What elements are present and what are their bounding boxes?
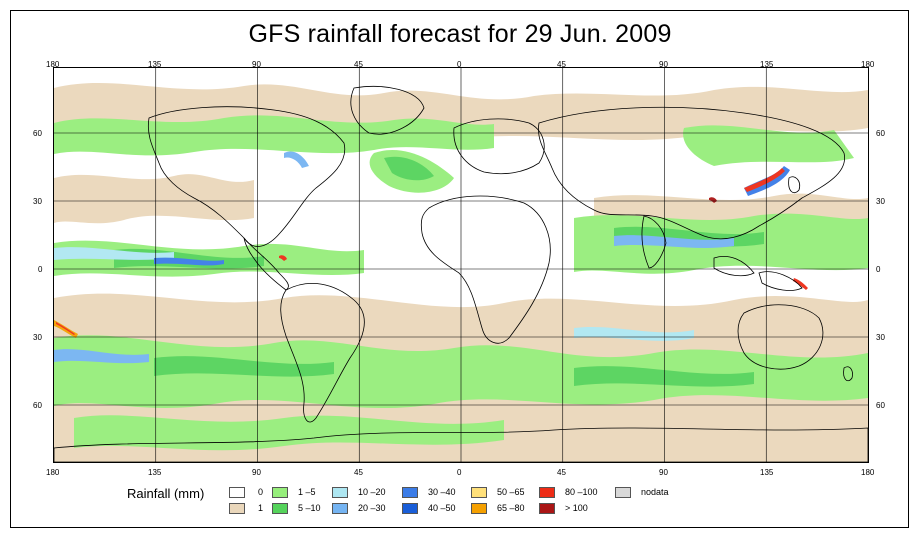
legend-swatch [615, 487, 631, 498]
lat-tick-right: 30 [876, 333, 885, 342]
legend-swatch [402, 487, 418, 498]
lon-tick-top: 45 [557, 60, 566, 69]
lon-tick-bottom: 45 [557, 468, 566, 477]
legend-label: 40 –50 [428, 503, 456, 513]
legend-swatch [471, 487, 487, 498]
legend-swatch [402, 503, 418, 514]
lat-tick-right: 30 [876, 197, 885, 206]
legend-swatch [539, 487, 555, 498]
lon-tick-top: 180 [46, 60, 60, 69]
legend-swatch [272, 503, 288, 514]
legend-label: 10 –20 [358, 487, 386, 497]
lon-tick-top: 135 [760, 60, 774, 69]
lon-tick-bottom: 180 [46, 468, 60, 477]
lat-tick-right: 0 [876, 265, 881, 274]
lat-tick-right: 60 [876, 401, 885, 410]
legend-label: 50 –65 [497, 487, 525, 497]
legend-label: 5 –10 [298, 503, 321, 513]
legend-label: 65 –80 [497, 503, 525, 513]
legend-swatch [229, 503, 245, 514]
lon-tick-top: 180 [861, 60, 875, 69]
lon-tick-bottom: 180 [861, 468, 875, 477]
lon-tick-bottom: 45 [354, 468, 363, 477]
lon-tick-top: 90 [659, 60, 668, 69]
legend-label: nodata [641, 487, 669, 497]
map-title: GFS rainfall forecast for 29 Jun. 2009 [248, 20, 672, 48]
lon-tick-bottom: 135 [148, 468, 162, 477]
legend-label: 30 –40 [428, 487, 456, 497]
rainfall-map-svg [54, 68, 868, 462]
lat-tick-left: 30 [33, 333, 42, 342]
coastlines [54, 86, 868, 462]
lat-tick-left: 60 [33, 401, 42, 410]
lat-tick-left: 60 [33, 129, 42, 138]
lon-tick-bottom: 90 [659, 468, 668, 477]
legend-swatch [332, 503, 348, 514]
legend-label: 1 [258, 503, 264, 513]
lon-tick-top: 0 [457, 60, 462, 69]
legend-label: > 100 [565, 503, 588, 513]
legend-label: 1 –5 [298, 487, 316, 497]
lon-tick-bottom: 90 [252, 468, 261, 477]
lat-tick-left: 0 [38, 265, 43, 274]
legend-swatch [471, 503, 487, 514]
legend-label: 0 [258, 487, 264, 497]
legend-swatch [332, 487, 348, 498]
legend-swatch [539, 503, 555, 514]
lon-tick-bottom: 135 [760, 468, 774, 477]
lon-tick-top: 135 [148, 60, 162, 69]
legend-swatch [229, 487, 245, 498]
legend-label: 80 –100 [565, 487, 598, 497]
legend-swatch [272, 487, 288, 498]
legend-label: 20 –30 [358, 503, 386, 513]
lon-tick-bottom: 0 [457, 468, 462, 477]
graticule [54, 68, 868, 462]
lon-tick-top: 45 [354, 60, 363, 69]
rainfall-map [53, 67, 869, 463]
lat-tick-left: 30 [33, 197, 42, 206]
lat-tick-right: 60 [876, 129, 885, 138]
legend-title: Rainfall (mm) [127, 486, 205, 501]
lon-tick-top: 90 [252, 60, 261, 69]
